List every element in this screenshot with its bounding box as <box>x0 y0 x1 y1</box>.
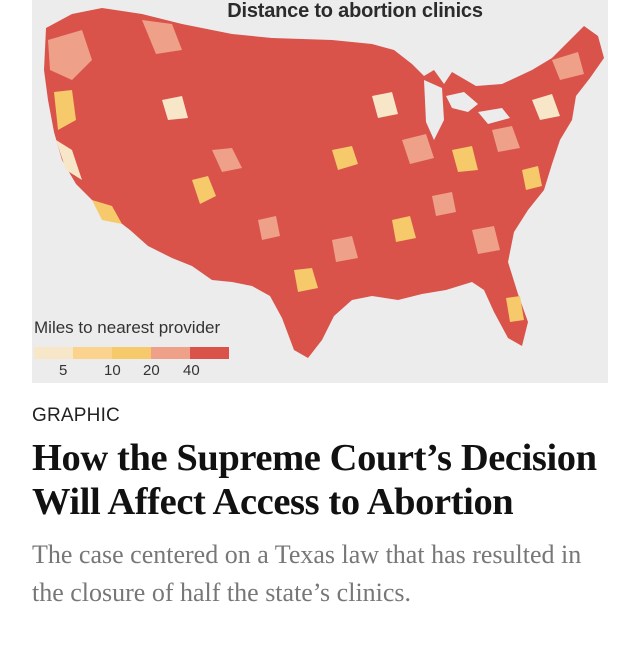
legend-swatch <box>73 347 112 359</box>
legend-swatch <box>34 347 73 359</box>
map-title: Distance to abortion clinics <box>227 0 483 22</box>
legend-tick: 20 <box>143 362 160 379</box>
legend-color-scale <box>34 347 229 359</box>
legend-tick: 40 <box>183 362 200 379</box>
us-map <box>44 8 604 358</box>
legend-swatch <box>112 347 151 359</box>
legend-tick: 10 <box>104 362 121 379</box>
legend-tick: 5 <box>59 362 68 379</box>
great-lakes <box>424 80 510 140</box>
article-summary: The case centered on a Texas law that ha… <box>32 540 582 607</box>
legend-swatch <box>190 347 229 359</box>
article-headline[interactable]: How the Supreme Court’s Decision Will Af… <box>32 437 597 523</box>
article-kicker: GRAPHIC <box>32 405 120 426</box>
nearby-provider-areas <box>48 20 584 322</box>
legend-swatch <box>151 347 190 359</box>
legend-title: Miles to nearest provider <box>34 318 221 337</box>
map-graphic[interactable]: Distance to abortion clinics Miles to ne… <box>32 0 608 383</box>
